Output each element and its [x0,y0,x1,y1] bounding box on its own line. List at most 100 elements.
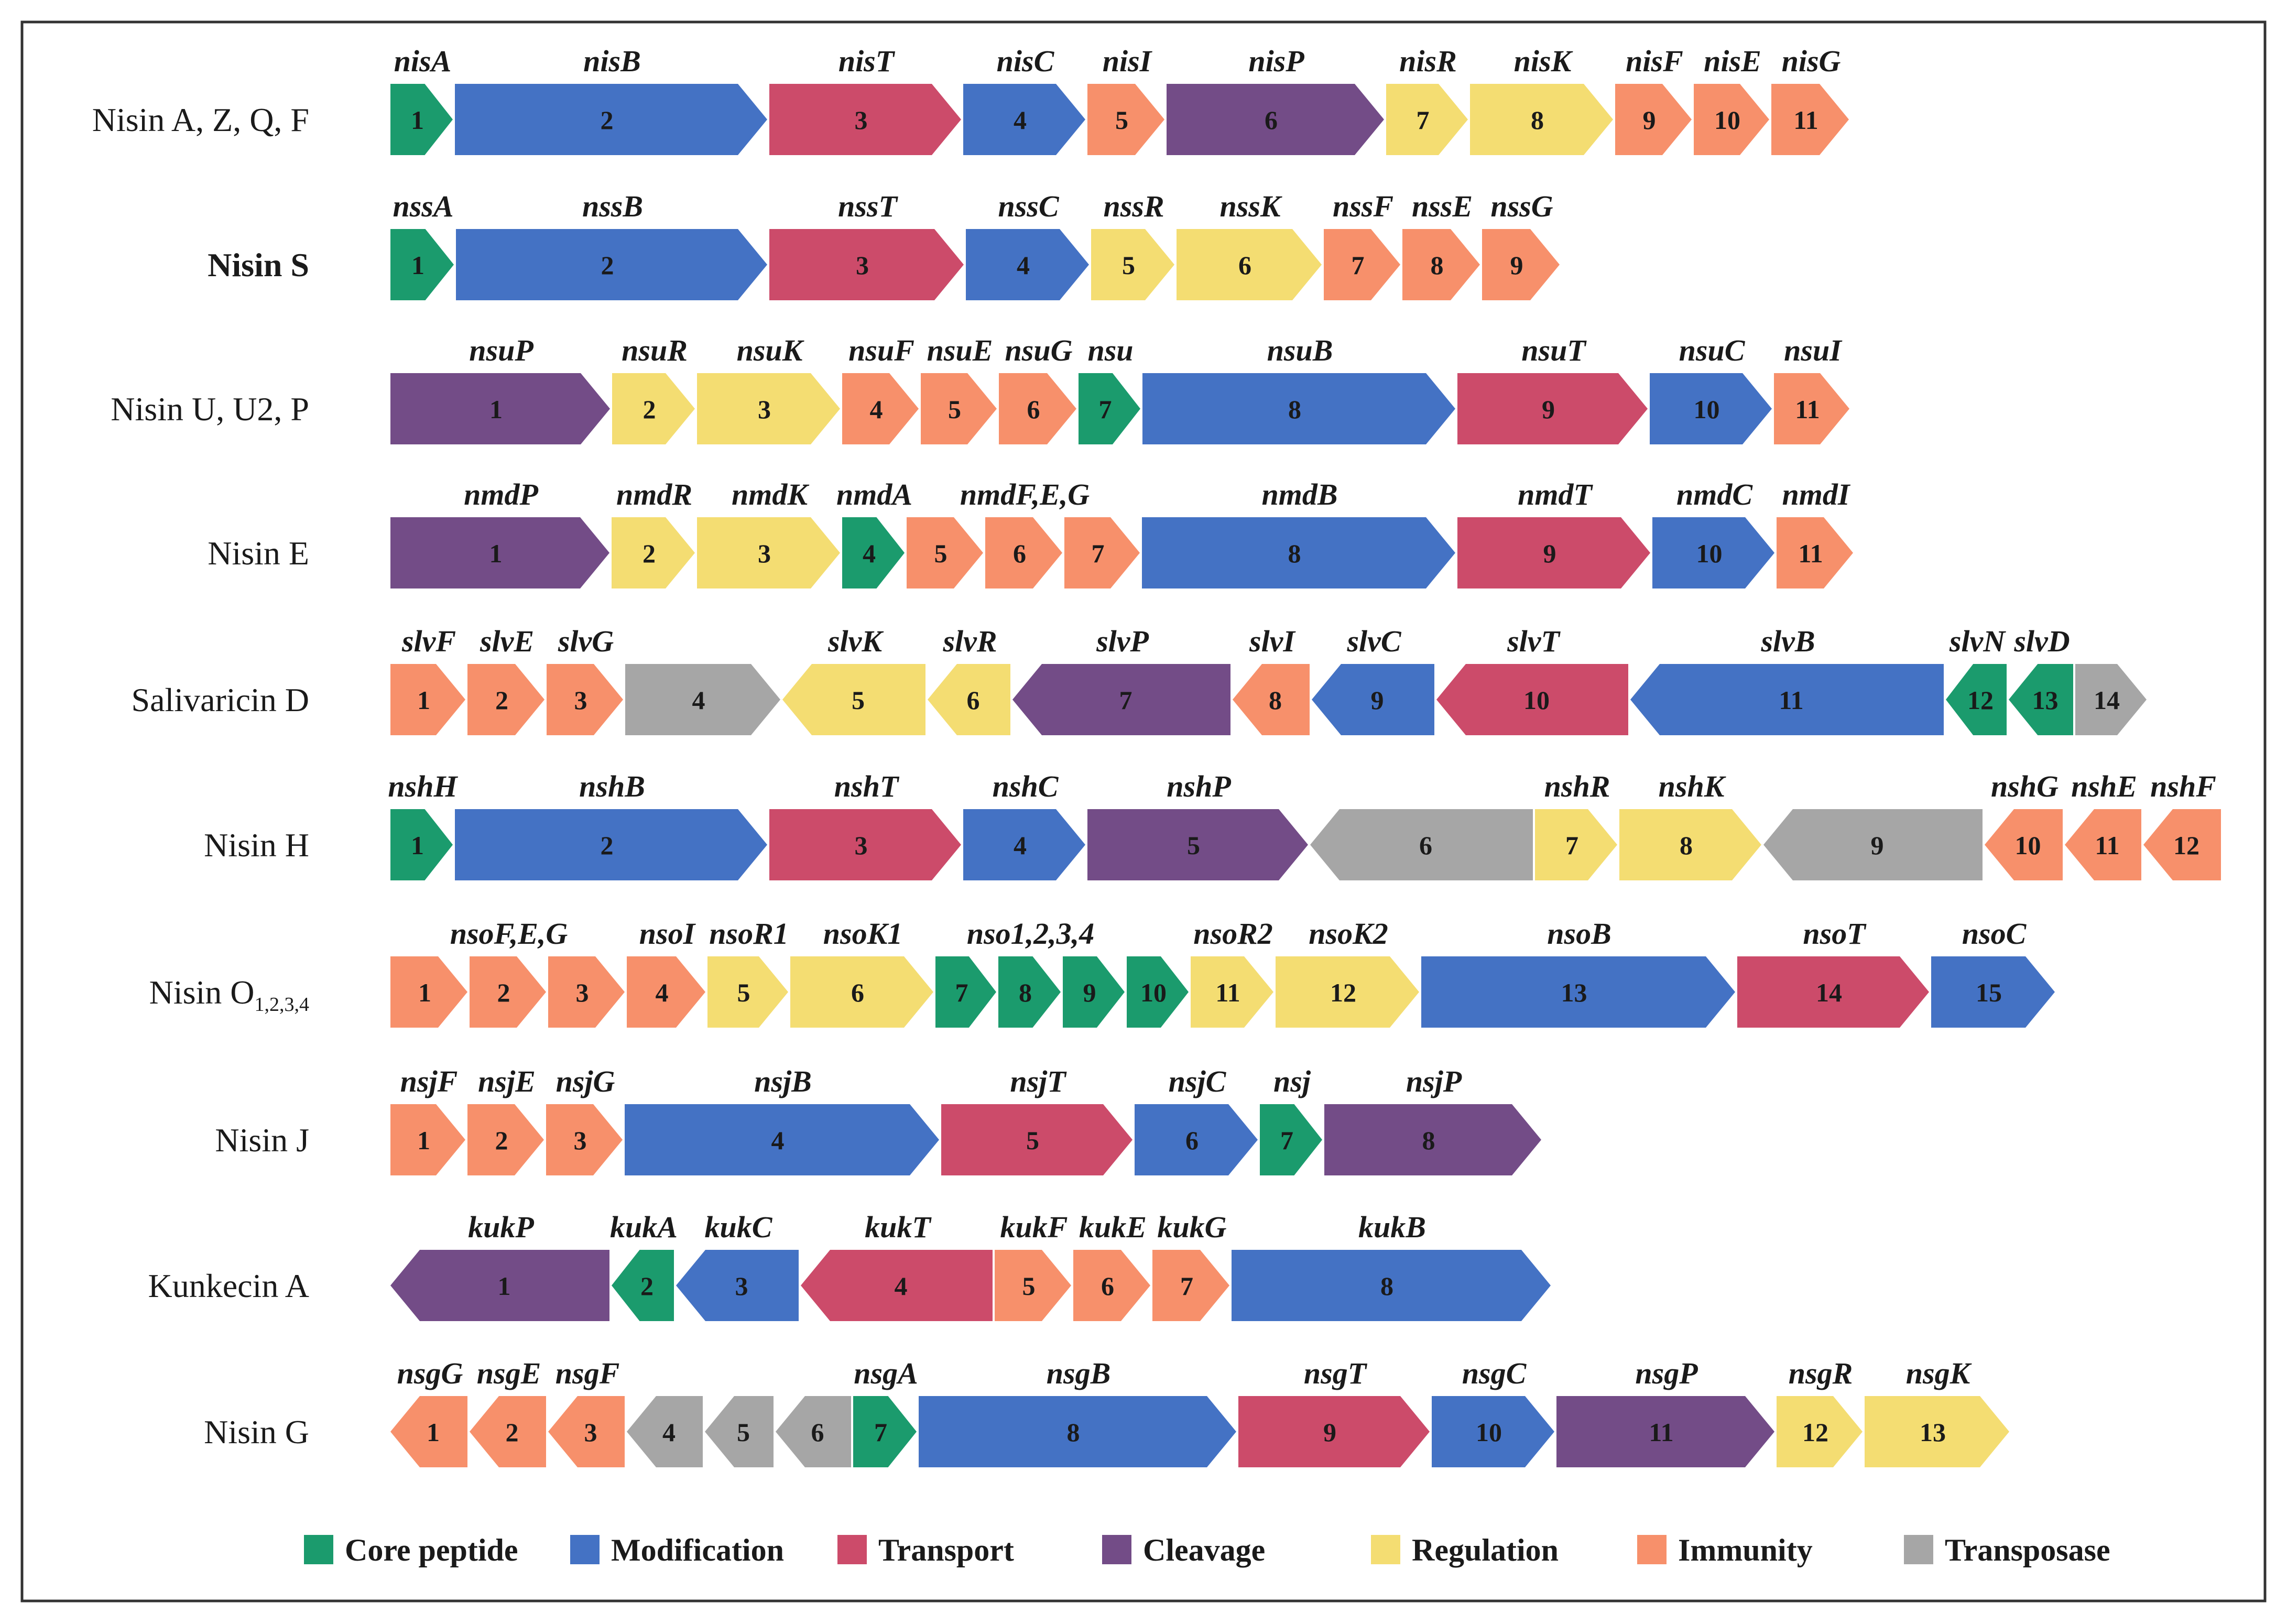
gene-name: nisK [1514,44,1573,78]
gene-arrow [1087,809,1308,880]
cluster-label: Kunkecin A [148,1267,310,1304]
gene-number: 6 [967,685,980,715]
gene-arrow [1233,664,1310,735]
gene-arrow [1865,1396,2009,1467]
gene-arrow [1324,1104,1541,1175]
gene-name: nsgR [1789,1356,1853,1390]
gene-number: 5 [1122,250,1135,280]
gene-number: 12 [1967,685,1994,715]
legend-label: Transport [878,1533,1014,1567]
gene-number: 6 [1419,831,1432,860]
gene-name: nshR [1544,769,1610,803]
gene-arrow [612,517,695,588]
gene-number: 6 [1265,105,1278,135]
gene-name: slvT [1507,624,1561,658]
gene-number: 10 [1476,1418,1502,1447]
cluster-row: Nisin E 1 2 3 4 5 6 7 8 9 10 11 nmdP nmdR nmdK nmdA nmdF… [208,477,1853,588]
gene-number: 9 [1543,539,1556,568]
gene-name: nssG [1490,189,1553,223]
gene-name: nsuK [737,333,804,367]
gene-name: nmdI [1782,477,1851,511]
gene-name: nsgE [477,1356,541,1390]
gene-name: slvB [1760,624,1815,658]
gene-arrow [1079,373,1140,444]
gene-arrow [1152,1250,1229,1321]
gene-number: 8 [1288,539,1301,568]
cluster-label-text: Nisin A, Z, Q, F [92,101,309,138]
gene-number: 5 [948,395,961,424]
gene-number: 8 [1431,250,1444,280]
gene-arrow [676,1250,799,1321]
gene-name: slvF [401,624,456,658]
gene-number: 1 [411,831,424,860]
gene-arrow [928,664,1010,735]
gene-name: nssK [1219,189,1282,223]
gene-name: kukP [468,1210,534,1244]
gene-number: 1 [418,978,431,1007]
cluster-label: Nisin S [208,246,309,284]
cluster-row: Nisin A, Z, Q, F 1 2 3 4 5 6 7 8 9 10 11 nisA nisB nis… [92,44,1849,155]
cluster-label: Nisin O1,2,3,4 [149,974,309,1016]
gene-arrow [1064,517,1140,588]
gene-name: nssB [582,189,643,223]
legend-label: Transposase [1945,1533,2110,1567]
legend-item: Immunity [1637,1533,1813,1567]
gene-arrow [546,1104,623,1175]
gene-arrow [1127,956,1189,1028]
gene-arrow [842,517,905,588]
gene-arrow [627,956,705,1028]
gene-arrow [1774,373,1849,444]
legend-swatch [837,1535,867,1564]
gene-arrow [1177,229,1322,300]
legend: Core peptide Modification Transport Cleavag… [304,1533,2110,1567]
legend-item: Modification [570,1533,784,1567]
gene-name: nsgT [1304,1356,1368,1390]
gene-number: 7 [1180,1271,1193,1301]
gene-name: kukE [1079,1210,1147,1244]
gene-number: 5 [934,539,948,568]
gene-number: 12 [1802,1418,1828,1447]
gene-number: 10 [1140,978,1167,1007]
gene-arrow [390,809,453,880]
gene-name: nsj [1273,1064,1311,1098]
gene-number: 11 [1793,105,1818,135]
gene-number: 3 [856,250,869,280]
gene-arrow [1694,84,1769,155]
gene-number: 11 [1798,539,1823,568]
gene-arrow [627,1396,703,1467]
gene-name: nsuR [622,333,688,367]
gene-number: 1 [417,1126,430,1155]
gene-arrow [1142,373,1455,444]
gene-number: 7 [1352,250,1365,280]
gene-number: 8 [1067,1418,1080,1447]
legend-swatch [1637,1535,1667,1564]
gene-name: nmdT [1518,477,1593,511]
gene-name: nshC [993,769,1059,803]
gene-name: nisB [583,44,641,78]
gene-name: nisE [1704,44,1761,78]
gene-name: nsu [1087,333,1133,367]
gene-number: 2 [601,831,614,860]
gene-arrow [853,1396,917,1467]
gene-arrow [625,664,780,735]
legend-swatch [1102,1535,1131,1564]
legend-label: Core peptide [345,1533,518,1567]
gene-number: 6 [1027,395,1040,424]
gene-arrow [612,1250,674,1321]
gene-arrow [707,956,788,1028]
gene-name: nsoI [639,917,696,951]
legend-item: Cleavage [1102,1533,1265,1567]
gene-arrow [548,956,625,1028]
gene-arrow [390,373,610,444]
cluster-label: Nisin A, Z, Q, F [92,101,309,138]
cluster-label-subscript: 1,2,3,4 [255,994,310,1016]
cluster-row: Nisin U, U2, P 1 2 3 4 5 6 7 8 9 10 11 nsuP nsuR nsuK n… [111,333,1849,444]
gene-name: nssC [998,189,1059,223]
gene-arrow [907,517,983,588]
gene-name: nsoB [1547,917,1611,951]
gene-name: nssF [1333,189,1393,223]
gene-number: 1 [489,395,503,424]
gene-name: nmdB [1261,477,1337,511]
gene-name: nmdA [836,477,912,511]
